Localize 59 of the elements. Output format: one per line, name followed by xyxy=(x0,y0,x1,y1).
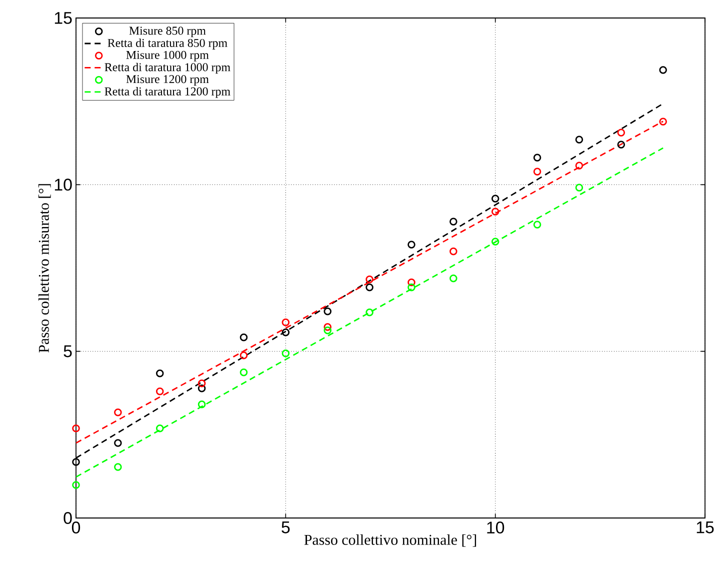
point xyxy=(72,458,80,466)
legend-label: Retta di taratura 1200 rpm xyxy=(104,87,230,98)
point xyxy=(198,384,206,392)
point xyxy=(491,208,500,216)
y-tick-label: 10 xyxy=(54,178,72,191)
point xyxy=(366,275,374,284)
point xyxy=(533,168,542,176)
y-tick-label: 15 xyxy=(54,12,72,24)
point xyxy=(575,162,584,170)
point xyxy=(575,136,584,144)
legend-label: Retta di taratura 1000 rpm xyxy=(104,62,230,74)
point xyxy=(450,274,458,282)
point xyxy=(72,481,80,489)
point xyxy=(156,424,164,432)
y-tick-label: 0 xyxy=(64,512,72,524)
point xyxy=(324,323,332,331)
point xyxy=(408,283,416,292)
point xyxy=(366,308,374,316)
point xyxy=(617,140,626,149)
point xyxy=(198,400,206,408)
y-tick-label: 5 xyxy=(64,345,72,358)
point xyxy=(575,184,584,192)
legend-label: Retta di taratura 850 rpm xyxy=(108,38,228,50)
point xyxy=(282,318,290,326)
x-tick-label: 5 xyxy=(282,522,290,534)
point xyxy=(324,307,332,316)
point xyxy=(324,326,332,334)
point xyxy=(450,247,458,256)
point xyxy=(114,439,122,447)
point xyxy=(408,240,416,249)
point xyxy=(533,220,542,229)
point xyxy=(450,218,458,226)
legend-label: Misure 1000 rpm xyxy=(126,50,209,62)
point xyxy=(240,368,248,376)
point xyxy=(533,154,542,162)
point xyxy=(659,118,667,126)
point xyxy=(114,463,122,471)
point xyxy=(156,369,164,378)
legend-label: Misure 850 rpm xyxy=(129,26,206,38)
x-axis-title: Passo collettivo nominale [°] xyxy=(304,534,476,547)
legend-label: Misure 1200 rpm xyxy=(126,75,209,86)
point xyxy=(240,333,248,342)
point xyxy=(282,349,290,358)
point xyxy=(366,283,374,292)
point xyxy=(114,408,122,416)
point xyxy=(156,387,164,396)
point xyxy=(408,278,416,286)
point xyxy=(72,424,80,432)
point xyxy=(282,328,290,336)
point xyxy=(617,128,626,137)
point xyxy=(659,66,667,74)
y-axis-title: Passo collettivo misurato [°] xyxy=(38,184,51,353)
x-tick-label: 10 xyxy=(487,522,504,534)
x-tick-label: 15 xyxy=(696,522,714,534)
point xyxy=(491,194,500,203)
point xyxy=(240,351,248,360)
x-tick-label: 0 xyxy=(72,522,80,534)
point xyxy=(491,238,500,246)
point xyxy=(198,379,206,388)
